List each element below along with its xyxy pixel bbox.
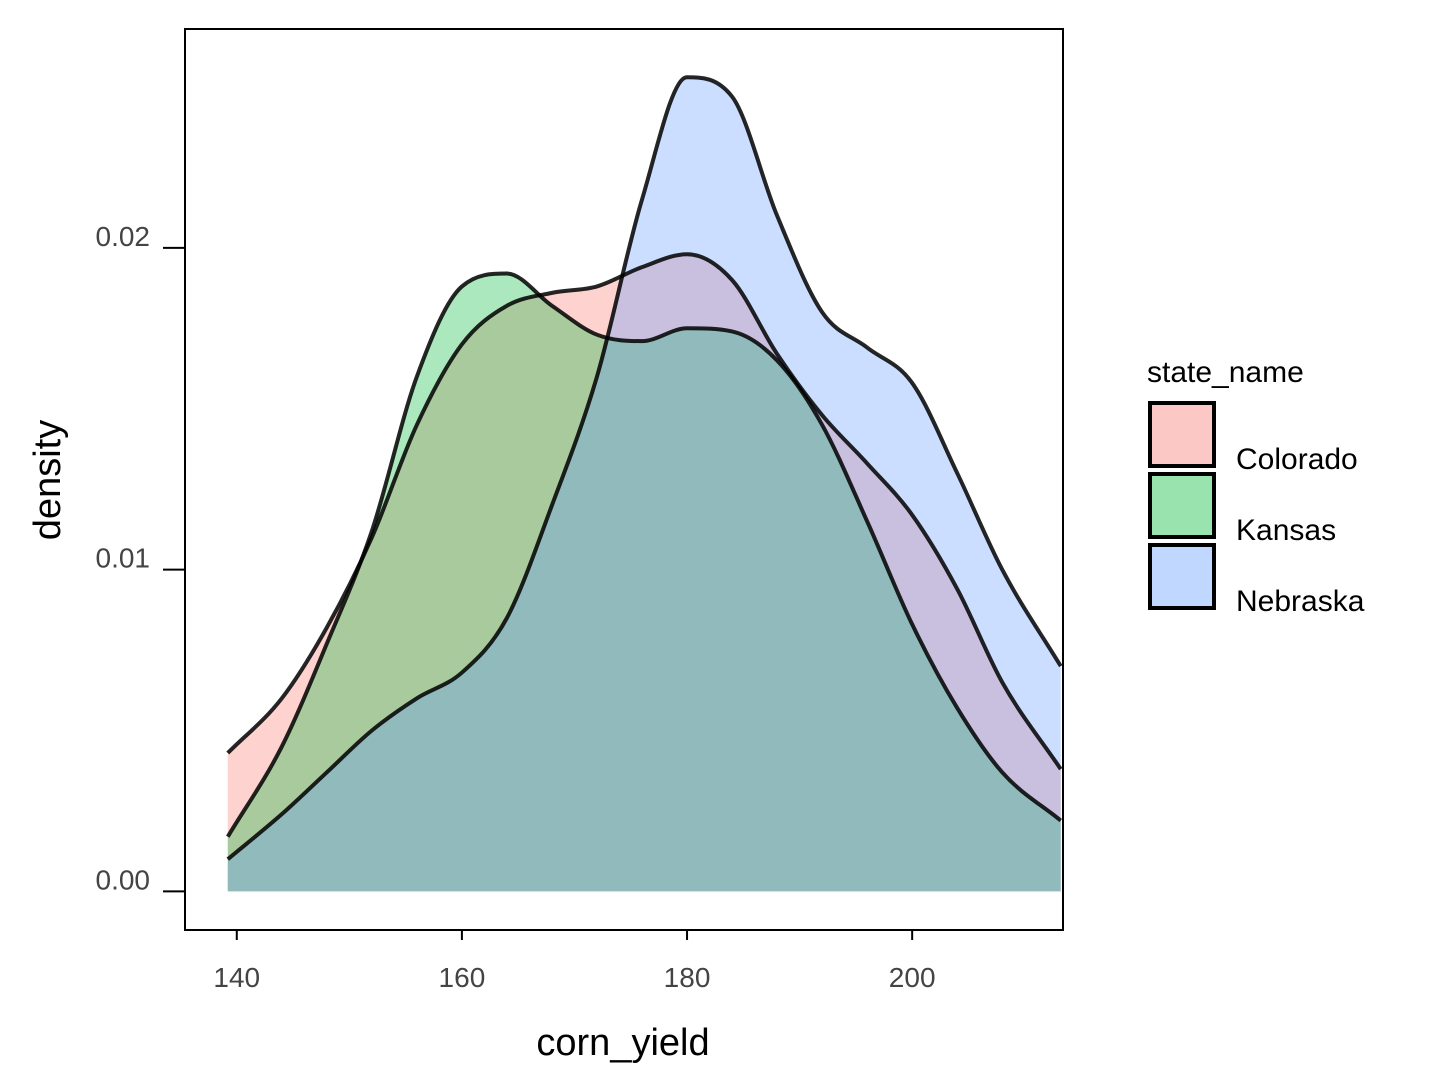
y-tick-label: 0.00: [96, 864, 151, 895]
density-area-nebraska: [227, 77, 1061, 892]
x-axis-title: corn_yield: [536, 1022, 709, 1064]
y-tick-label: 0.01: [96, 543, 151, 574]
density-line-kansas: [226, 271, 1063, 838]
legend-key-bg-colorado: [1150, 403, 1214, 466]
panel-border: [184, 28, 1064, 931]
legend-label-nebraska: Nebraska: [1236, 585, 1365, 618]
series-layer: [226, 75, 1063, 892]
legend-key-nebraska: [1148, 543, 1216, 610]
legend: state_name Colorado Kansas Nebraska: [1147, 356, 1365, 618]
x-tick-label: 140: [213, 962, 260, 993]
density-line-nebraska: [226, 75, 1063, 861]
density-area-colorado: [227, 254, 1061, 892]
legend-title: state_name: [1147, 356, 1304, 389]
y-axis-title: density: [27, 420, 69, 540]
legend-key-bg-kansas: [1150, 474, 1214, 537]
y-tick-label: 0.02: [96, 221, 151, 252]
legend-label-kansas: Kansas: [1236, 514, 1336, 547]
x-axis: 140 160 180 200: [213, 930, 936, 993]
y-axis: 0.00 0.01 0.02: [96, 221, 185, 895]
x-tick-label: 180: [664, 962, 711, 993]
legend-key-colorado: [1148, 401, 1216, 468]
x-tick-label: 160: [439, 962, 486, 993]
x-tick-label: 200: [889, 962, 936, 993]
density-area-kansas: [227, 273, 1061, 892]
legend-key-bg-nebraska: [1150, 545, 1214, 608]
legend-key-kansas: [1148, 472, 1216, 539]
legend-label-colorado: Colorado: [1236, 443, 1358, 476]
